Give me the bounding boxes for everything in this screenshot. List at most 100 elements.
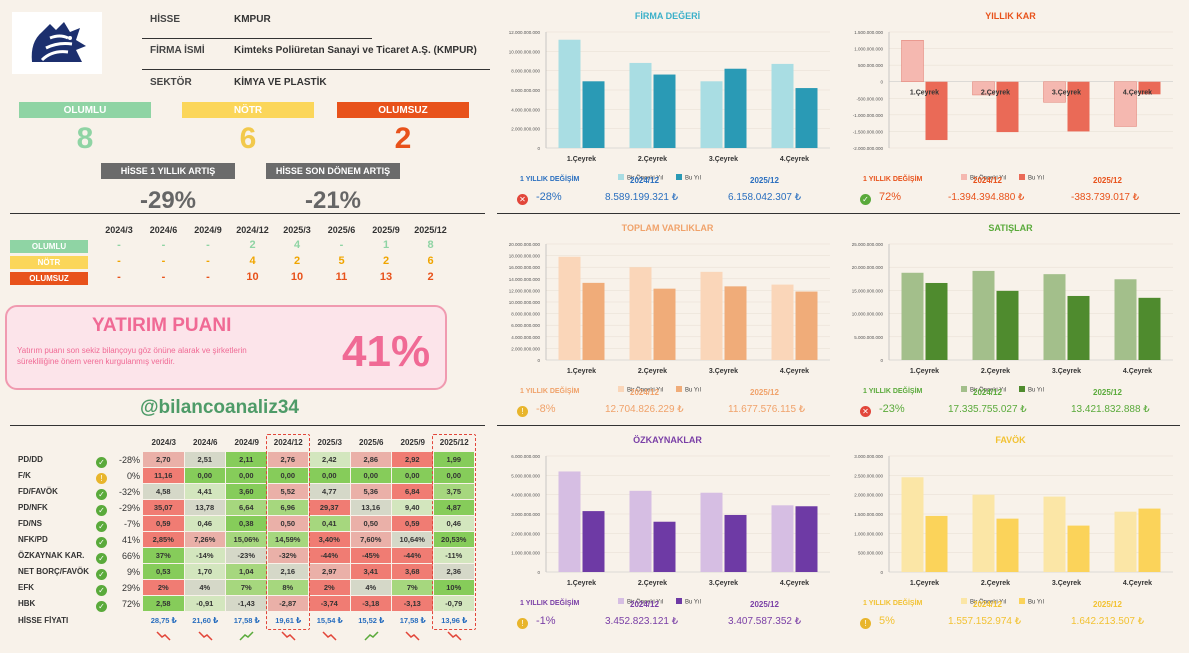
ratio-cell: 6,96	[267, 500, 308, 515]
category-label: 1.Çeyrek	[567, 368, 596, 375]
summary-label: 1 YILLIK DEĞİŞİM	[863, 388, 923, 395]
summary-change: -8%	[536, 403, 556, 415]
ratio-name: FD/FAVÖK	[18, 487, 58, 496]
ratio-status: !	[96, 470, 107, 488]
count-value: 2	[394, 122, 412, 155]
change-label: HİSSE SON DÖNEM ARTIŞ	[266, 163, 400, 179]
y-tick-label: 500.000.000	[858, 551, 884, 556]
legend-swatch	[961, 174, 967, 180]
bar-this-year	[724, 68, 747, 148]
y-tick-label: 4.000.000.000	[511, 493, 540, 498]
summary-status: !	[517, 403, 528, 421]
y-tick-label: 3.000.000.000	[854, 454, 883, 459]
bar-previous-year	[972, 81, 995, 96]
summary-year-2: 2025/12	[750, 388, 779, 397]
legend-label: Bir Önceki Yıl	[970, 599, 1006, 606]
ratio-cell: 0,59	[392, 516, 433, 531]
ratio-cell: 1,70	[184, 564, 225, 579]
bar-previous-year	[901, 40, 924, 82]
score-value: 41%	[342, 327, 431, 376]
ratio-cell: 7%	[392, 580, 433, 595]
category-label: 4.Çeyrek	[780, 580, 809, 587]
ratio-name: PD/DD	[18, 455, 43, 464]
summary-status: !	[517, 615, 528, 633]
y-tick-label: 6.000.000.000	[511, 323, 540, 328]
summary-year-1: 2024/12	[630, 600, 659, 609]
ratio-cell: 5,52	[267, 484, 308, 499]
bar-previous-year	[972, 270, 995, 360]
quarter-count: -	[161, 255, 166, 267]
legend-swatch	[676, 598, 682, 604]
count-value: 8	[76, 122, 94, 155]
trend-down-icon	[405, 631, 420, 641]
ratio-change: -28%	[118, 455, 140, 465]
y-tick-label: 8.000.000.000	[511, 312, 540, 317]
category-label: 2.Çeyrek	[638, 580, 667, 587]
ratio-cell: -14%	[184, 548, 225, 563]
ratio-cell: -1,43	[226, 596, 267, 611]
quarter-header: 2025/3	[283, 225, 311, 235]
ratio-name: NFK/PD	[18, 535, 48, 544]
category-label: 2.Çeyrek	[981, 580, 1010, 587]
count-pill-nötr: NÖTR	[182, 102, 314, 118]
category-label: 2.Çeyrek	[981, 368, 1010, 375]
check-circle-icon: ✓	[96, 537, 107, 549]
check-circle-icon: ✓	[96, 521, 107, 533]
ratio-cell: -32%	[267, 548, 308, 563]
count-pill-olumlu: OLUMLU	[19, 102, 151, 118]
divider	[10, 213, 485, 214]
ratio-cell: 37%	[143, 548, 184, 563]
ratio-cell: 8%	[267, 580, 308, 595]
price-value: 19,61 ₺	[275, 616, 302, 625]
bar-chart: 0 1.000.000.000 2.000.000.000 3.000.000.000…	[511, 454, 830, 606]
legend-label: Bir Önceki Yıl	[970, 175, 1006, 182]
ratio-status: ✓	[96, 518, 107, 536]
bar-previous-year	[700, 492, 723, 572]
quarter-count: -	[206, 271, 210, 283]
quarter-count: 6	[427, 255, 434, 267]
ratio-header: 2024/3	[151, 438, 176, 447]
summary-year-2: 2025/12	[1093, 176, 1122, 185]
ratio-header: 2024/6	[193, 438, 218, 447]
legend-label: Bu Yıl	[1028, 388, 1044, 394]
bar-previous-year	[629, 62, 652, 148]
legend-label: Bu Yıl	[685, 600, 701, 606]
quarter-count: -	[206, 239, 210, 251]
legend-swatch	[961, 598, 967, 604]
warning-circle-icon: !	[517, 618, 528, 630]
ratio-status: ✓	[96, 502, 107, 520]
summary-value-1: 3.452.823.121 ₺	[605, 616, 679, 627]
ratio-status: ✓	[96, 486, 107, 504]
ratio-cell: 7,60%	[350, 532, 391, 547]
quarter-count: 8	[427, 239, 434, 251]
quarter-count: -	[161, 271, 166, 283]
y-tick-label: 4.000.000.000	[511, 335, 540, 340]
divider	[10, 425, 485, 426]
info-label: FİRMA İSMİ	[150, 45, 205, 56]
y-tick-label: 5.000.000.000	[854, 335, 883, 340]
y-tick-label: 0	[880, 80, 883, 85]
quarter-count: -	[117, 255, 121, 267]
category-label: 2.Çeyrek	[981, 90, 1010, 97]
category-label: 4.Çeyrek	[780, 368, 809, 375]
legend-swatch	[618, 386, 624, 392]
ratio-cell: 0,00	[226, 468, 267, 483]
price-value: 13,96 ₺	[441, 616, 468, 625]
y-tick-label: 4.000.000.000	[511, 107, 540, 112]
bar-this-year	[1138, 508, 1161, 572]
bar-previous-year	[1043, 496, 1066, 572]
info-label: HİSSE	[150, 14, 181, 25]
ratio-cell: 7%	[226, 580, 267, 595]
bar-chart: 0 2.000.000.000 4.000.000.000 6.000.000.000…	[509, 30, 830, 182]
y-tick-label: 3.000.000.000	[511, 512, 540, 517]
category-label: 4.Çeyrek	[1123, 90, 1152, 97]
legend-swatch	[1019, 174, 1025, 180]
x-circle-icon: ✕	[517, 194, 528, 206]
bar-previous-year	[771, 505, 794, 572]
y-tick-label: 2.000.000.000	[511, 531, 540, 536]
legend-swatch	[618, 174, 624, 180]
quarter-count: -	[117, 271, 121, 283]
ratio-cell: 2,97	[309, 564, 350, 579]
info-value: Kimteks Poliüretan Sanayi ve Ticaret A.Ş…	[234, 45, 477, 56]
ratio-cell: 20,53%	[433, 532, 474, 547]
